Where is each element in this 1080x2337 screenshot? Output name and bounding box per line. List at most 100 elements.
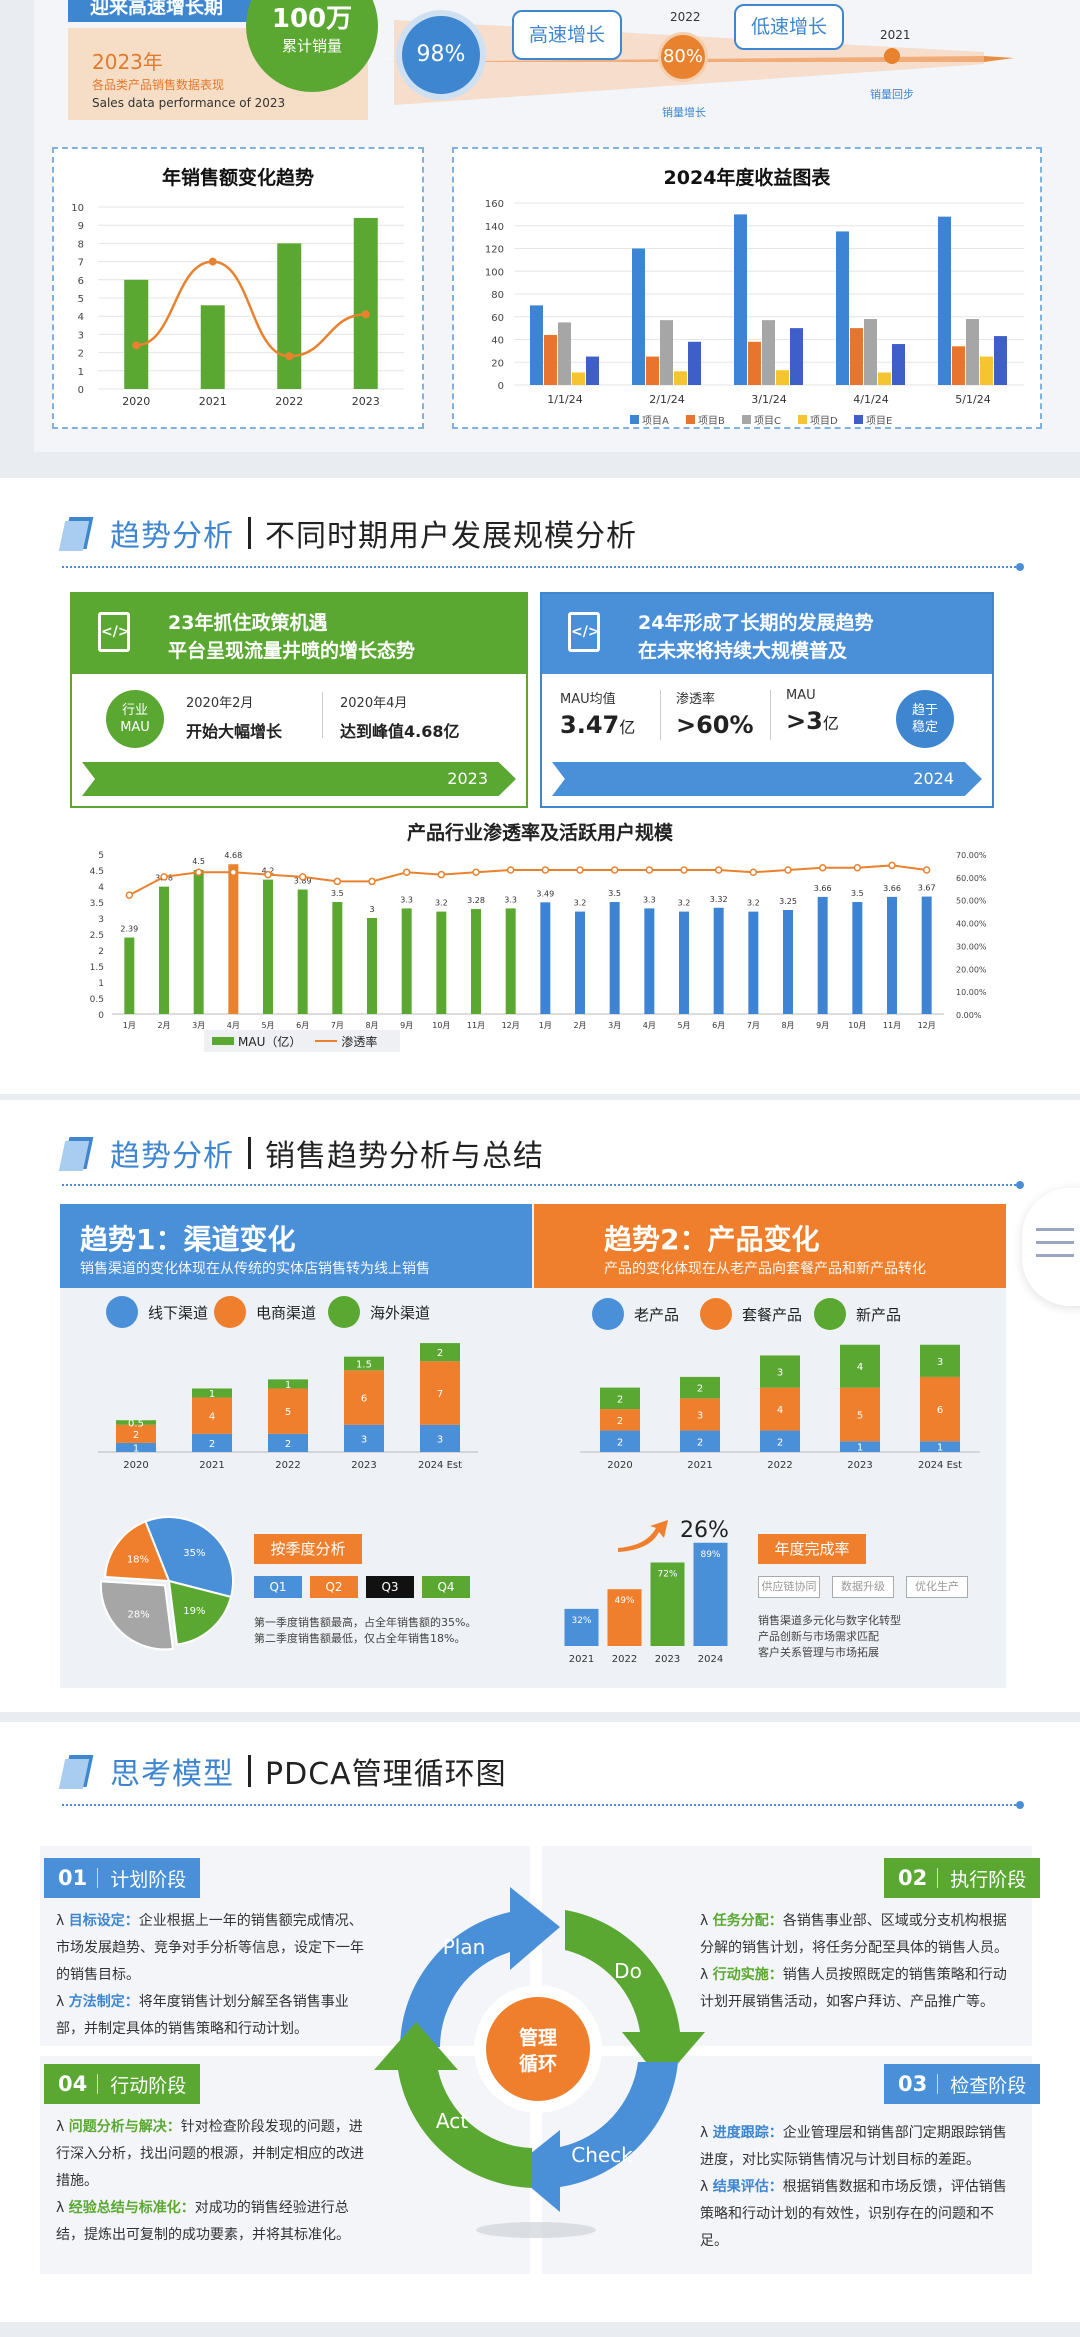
title-divider — [248, 517, 251, 549]
rate-point — [298, 873, 307, 881]
revenue-bar — [688, 341, 701, 385]
stack-segment — [680, 1398, 720, 1431]
stack-segment — [116, 1442, 156, 1452]
stack-segment — [680, 1376, 720, 1399]
section1-keyword: 趋势分析 — [110, 519, 234, 554]
banner-headline-box: 迎来高速增长期 — [68, 0, 278, 22]
rate-point — [610, 866, 619, 874]
pie-label: 28% — [127, 1609, 149, 1620]
mau-bar — [644, 908, 655, 1014]
rate-point — [368, 877, 376, 886]
mau-value-label: 3.3 — [643, 895, 656, 904]
sales-bar — [353, 217, 378, 389]
section2-title: 销售趋势分析与总结 — [265, 1139, 544, 1174]
x-tick-label: 4月 — [227, 1021, 240, 1030]
stack-value-label: 2 — [209, 1439, 215, 1450]
revenue-bar — [544, 334, 557, 385]
mau-badge: 行业 MAU — [106, 690, 164, 748]
legend-swatch — [854, 415, 863, 424]
year-2021: 2021 — [880, 28, 911, 42]
stat2-text: 达到峰值4.68亿 — [340, 722, 460, 741]
y2-tick-label: 0.00% — [956, 1011, 982, 1020]
y-tick-label: 20 — [491, 358, 504, 369]
x-tick-label: 2月 — [573, 1021, 586, 1030]
mau-bar — [332, 902, 343, 1014]
mau-bar — [575, 911, 585, 1014]
y-tick-label: 1 — [98, 979, 104, 989]
trend2-legend-2: 套餐产品 — [700, 1298, 802, 1330]
x-tick-label: 2020 — [122, 395, 150, 408]
trend-line — [136, 260, 366, 358]
y-tick-label: 0 — [98, 1011, 104, 1021]
mau-value-label: 3.67 — [918, 884, 936, 893]
rate-point — [437, 870, 446, 879]
metric1-label: MAU均值 — [560, 692, 616, 707]
stack-value-label: 2 — [617, 1394, 623, 1405]
completion-value-label: 72% — [657, 1569, 677, 1579]
metric2: 渗透率 >60% — [676, 688, 754, 739]
mau-value-label: 3.49 — [536, 889, 554, 898]
y-tick-label: 4 — [78, 312, 84, 323]
mau-bar — [471, 909, 481, 1014]
mau-bar — [921, 896, 932, 1014]
y-tick-label: 3 — [98, 915, 104, 925]
completion-note-1: 销售渠道多元化与数字化转型 — [758, 1614, 901, 1627]
section3-dotline — [62, 1801, 1024, 1809]
mau-bar — [159, 886, 169, 1014]
rate-point — [749, 868, 758, 877]
trend1-subtitle: 销售渠道的变化体现在从传统的实体店销售转为线上销售 — [80, 1261, 430, 1277]
pct-big: 98% — [416, 42, 466, 67]
completion-value-label: 32% — [571, 1616, 591, 1626]
y2-tick-label: 20.00% — [956, 965, 987, 974]
revenue-bar — [748, 341, 761, 385]
year-title: 2023年 — [92, 50, 163, 74]
y-tick-label: 9 — [78, 221, 84, 232]
rate-point — [229, 868, 238, 877]
stack-segment — [268, 1433, 308, 1452]
mau-bar — [263, 879, 273, 1014]
revenue-bar — [632, 248, 645, 385]
stack-segment — [420, 1361, 460, 1425]
stack-segment — [920, 1441, 960, 1452]
stack-value-label: 7 — [437, 1389, 443, 1400]
metric2-value: >60% — [676, 711, 754, 739]
mau-value-label: 3.32 — [710, 895, 728, 904]
phase-02-tag: 02 执行阶段 — [884, 1858, 1041, 1898]
stack-value-label: 2 — [285, 1439, 291, 1450]
y2-tick-label: 40.00% — [956, 920, 987, 929]
book-icon — [58, 1135, 96, 1171]
mau-bar — [609, 902, 620, 1014]
card-2024-headline2: 在未来将持续大规模普及 — [638, 640, 848, 662]
pie-slice — [144, 1516, 234, 1599]
floating-menu-button[interactable] — [1022, 1188, 1080, 1306]
completion-bar-chart: 32% 2021 49% 2022 72% 2023 89% 2024 — [564, 1542, 728, 1665]
stack-value-label: 2 — [617, 1437, 623, 1448]
quarter-chip-q2: Q2 — [310, 1576, 358, 1598]
metric2-label: 渗透率 — [676, 692, 716, 707]
card-2023-head: </> 23年抓住政策机遇 平台呈现流量井喷的增长态势 — [72, 594, 526, 674]
stack-value-label: 6 — [361, 1394, 367, 1405]
x-tick-label: 1/1/24 — [547, 393, 582, 406]
stack-segment — [840, 1344, 880, 1388]
book-icon — [58, 1753, 96, 1789]
revenue-bar — [966, 319, 979, 385]
mau-badge-line2: MAU — [120, 720, 150, 735]
rate-point — [888, 861, 896, 870]
mau-bar — [436, 911, 447, 1014]
growth-arrow-icon — [618, 1520, 668, 1552]
trend-point — [285, 352, 294, 361]
stack-value-label: 1 — [937, 1443, 943, 1454]
phase-04-tag: 04 行动阶段 — [44, 2064, 201, 2104]
x-tick-label: 10月 — [432, 1021, 450, 1030]
y-tick-label: 2 — [98, 947, 104, 957]
stack-value-label: 3 — [937, 1357, 943, 1368]
stack-value-label: 3 — [437, 1434, 443, 1445]
legend-mau: MAU（亿） — [238, 1034, 302, 1049]
stack-value-label: 2 — [697, 1384, 703, 1395]
card-2023-headline2: 平台呈现流量井喷的增长态势 — [168, 640, 416, 662]
x-tick-label: 2021 — [687, 1460, 712, 1471]
rate-point — [922, 866, 931, 874]
top-banner: 迎来高速增长期 2023年 各品类产品销售数据表现 Sales data per… — [34, 0, 1080, 132]
y-tick-label: 140 — [485, 222, 504, 233]
revenue-bar — [674, 371, 687, 385]
